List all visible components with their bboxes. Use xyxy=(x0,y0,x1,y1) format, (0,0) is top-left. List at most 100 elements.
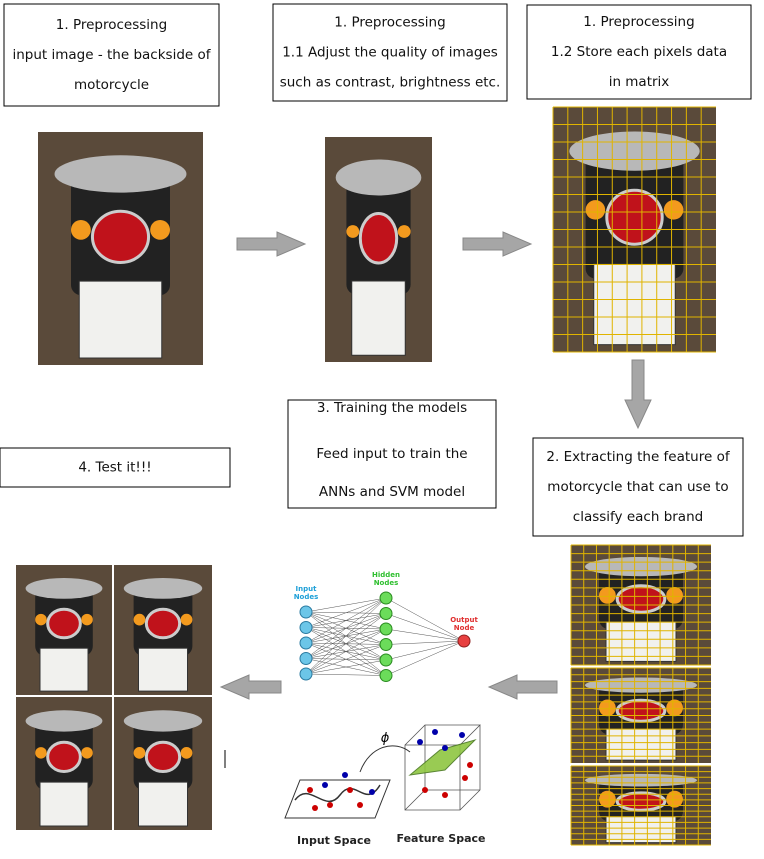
plate xyxy=(605,816,677,844)
node-label: Hidden xyxy=(372,571,400,579)
node-label: Input xyxy=(296,585,318,593)
phi-label: ϕ xyxy=(381,731,390,746)
input-node xyxy=(299,605,313,619)
box-text: input image - the backside of xyxy=(12,47,211,63)
point xyxy=(442,792,448,798)
motorcycle-photo xyxy=(16,697,112,830)
point xyxy=(417,739,423,745)
edge xyxy=(305,597,387,675)
seat xyxy=(585,557,697,577)
point xyxy=(467,762,473,768)
edge xyxy=(305,673,387,676)
input-node xyxy=(299,621,313,634)
box-text: ANNs and SVM model xyxy=(319,484,465,500)
indicator xyxy=(150,219,171,240)
text-box xyxy=(3,3,220,107)
arrows xyxy=(219,231,652,700)
indicator xyxy=(397,225,411,238)
edge xyxy=(305,659,387,675)
node-label: Node xyxy=(454,624,475,632)
node-label: Nodes xyxy=(374,579,399,587)
box-text: such as contrast, brightness etc. xyxy=(280,75,501,91)
text-box xyxy=(526,4,752,100)
hidden-node xyxy=(379,607,393,620)
edge xyxy=(385,640,465,676)
boxes: 1. Preprocessing input image - the backsi… xyxy=(0,3,752,537)
hidden-node xyxy=(379,653,393,667)
edge xyxy=(385,613,465,642)
point xyxy=(327,802,333,808)
edge xyxy=(385,640,465,645)
edge xyxy=(305,644,387,675)
motorcycle-photo xyxy=(325,137,432,362)
text-box xyxy=(532,437,744,537)
point xyxy=(312,805,318,811)
arrow xyxy=(624,359,652,430)
arrow xyxy=(219,674,282,700)
text-box xyxy=(0,447,231,488)
motorcycle-photo xyxy=(38,132,203,365)
indicator xyxy=(666,790,683,808)
indicator xyxy=(133,746,146,759)
plate xyxy=(593,263,676,346)
output-node xyxy=(457,634,471,648)
arrow xyxy=(236,231,307,257)
input-plane xyxy=(284,779,391,819)
indicator xyxy=(35,613,47,626)
map-arrow xyxy=(359,745,411,773)
edge xyxy=(305,597,387,659)
point xyxy=(369,789,375,795)
indicator xyxy=(81,613,93,626)
node-label: Output xyxy=(450,616,478,624)
box-text: in matrix xyxy=(609,74,670,90)
hidden-node xyxy=(379,622,393,636)
hidden-node xyxy=(379,591,393,605)
seat xyxy=(123,578,203,599)
tail-light xyxy=(90,209,151,264)
box-text: 4. Test it!!! xyxy=(78,460,151,476)
plate xyxy=(138,781,188,827)
tail-light xyxy=(358,212,399,265)
indicator xyxy=(81,747,93,759)
indicator xyxy=(180,746,193,759)
indicator xyxy=(666,699,683,717)
point xyxy=(442,745,448,751)
seat xyxy=(335,159,422,196)
space-label: Input Space xyxy=(297,834,371,847)
box-text: motorcycle that can use to xyxy=(547,479,728,495)
edge xyxy=(385,628,465,642)
seat xyxy=(585,677,697,693)
edge xyxy=(305,597,387,628)
plate xyxy=(138,647,188,692)
seat xyxy=(569,131,700,171)
indicator xyxy=(585,200,606,220)
space-label: Feature Space xyxy=(397,832,486,845)
indicator xyxy=(599,587,616,604)
indicator xyxy=(599,699,616,717)
box-text: 1. Preprocessing xyxy=(583,14,694,30)
tail-light xyxy=(46,740,82,773)
indicator xyxy=(133,613,146,626)
tail-light xyxy=(615,698,667,723)
plate xyxy=(39,781,89,827)
plate xyxy=(39,647,89,692)
text-box xyxy=(287,399,497,509)
edge xyxy=(305,597,387,613)
indicator xyxy=(180,613,193,626)
point xyxy=(322,782,328,788)
edge xyxy=(385,597,465,642)
point xyxy=(459,732,465,738)
motorcycle-photo xyxy=(570,667,711,763)
decision-curve xyxy=(294,784,381,803)
hidden-node xyxy=(379,638,393,651)
box-text: Feed input to train the xyxy=(316,446,467,462)
point xyxy=(422,787,428,793)
box-text: motorcycle xyxy=(74,77,149,93)
motorcycle-photo xyxy=(114,697,212,830)
plate xyxy=(351,280,406,356)
plate xyxy=(605,728,677,761)
point xyxy=(462,775,468,781)
plate xyxy=(78,280,163,359)
box-text: 1. Preprocessing xyxy=(56,17,167,33)
box-text: 1. Preprocessing xyxy=(334,15,445,31)
